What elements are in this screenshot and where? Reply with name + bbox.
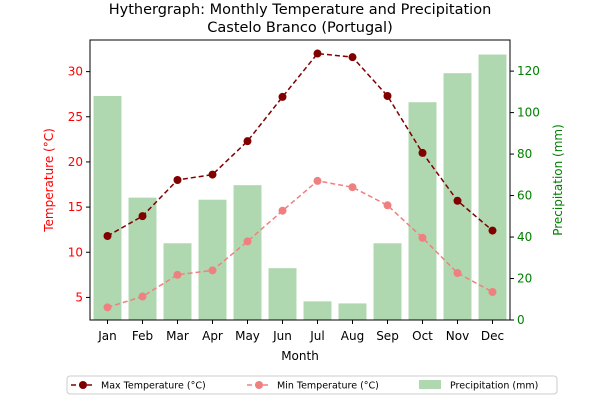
x-tick-label: Feb <box>132 329 153 343</box>
min-temperature-point-dec <box>488 288 497 296</box>
left-tick-label: 15 <box>68 200 83 214</box>
min-temperature-point-nov <box>453 269 462 278</box>
min-temperature-point-apr <box>208 266 217 275</box>
precipitation-bar-oct <box>408 102 437 320</box>
right-tick-label: 0 <box>517 313 525 327</box>
min-temperature-point-jan <box>103 303 112 312</box>
legend-item-precipitation: Precipitation (mm) <box>419 380 538 392</box>
precipitation-bar-aug <box>338 303 367 320</box>
legend-precip-label: Precipitation (mm) <box>450 381 538 392</box>
min-temperature-point-sep <box>383 201 392 210</box>
right-tick-label: 40 <box>517 230 532 244</box>
right-tick-label: 20 <box>517 272 532 286</box>
min-temperature-point-oct <box>418 233 427 242</box>
right-axis-label: Precipitation (mm) <box>551 124 565 236</box>
legend: Max Temperature (°C) Min Temperature (°C… <box>66 375 558 395</box>
min-temperature-point-may <box>243 237 252 246</box>
x-tick-label: May <box>235 329 260 343</box>
chart-title: Hythergraph: Monthly Temperature and Pre… <box>109 2 492 18</box>
legend-min-label: Min Temperature (°C) <box>277 381 379 392</box>
legend-precip-swatch <box>419 380 441 389</box>
right-precipitation-axis: 0 20 40 60 80 100 120 <box>510 64 540 327</box>
min-temperature-point-feb <box>138 292 147 301</box>
left-tick-label: 5 <box>75 290 83 304</box>
precipitation-bar-apr <box>198 199 227 320</box>
x-tick-label: Apr <box>202 329 223 343</box>
max-temperature-point-jun <box>278 92 287 101</box>
x-tick-label: Oct <box>412 329 433 343</box>
x-tick-label: Aug <box>341 329 364 343</box>
precipitation-bar-jun <box>268 268 297 320</box>
x-tick-label: Jun <box>272 329 292 343</box>
max-temperature-point-oct <box>418 148 427 157</box>
precipitation-bar-mar <box>163 243 192 320</box>
precipitation-bar-dec <box>478 54 507 320</box>
max-temperature-point-aug <box>348 53 357 62</box>
max-temperature-point-may <box>243 137 252 146</box>
x-axis-label: Month <box>281 349 319 363</box>
legend-item-max-temperature: Max Temperature (°C) <box>71 381 206 392</box>
right-tick-label: 100 <box>517 106 540 120</box>
month-axis: Jan Feb Mar Apr May Jun Jul Aug Sep Oct Nov Dec <box>97 320 504 343</box>
x-tick-label: Mar <box>166 329 189 343</box>
legend-max-label: Max Temperature (°C) <box>101 381 206 392</box>
max-temperature-point-mar <box>173 176 182 184</box>
precipitation-bar-may <box>233 185 262 320</box>
max-temperature-point-apr <box>208 170 217 179</box>
left-tick-label: 10 <box>68 245 83 259</box>
legend-min-marker <box>255 381 263 389</box>
x-tick-label: Dec <box>481 329 504 343</box>
max-temperature-point-feb <box>138 212 147 221</box>
max-temperature-line <box>107 52 493 237</box>
min-temperature-point-mar <box>173 270 182 279</box>
precipitation-bar-jan <box>93 96 122 320</box>
precipitation-bar-nov <box>443 73 472 321</box>
chart-subtitle: Castelo Branco (Portugal) <box>207 20 392 36</box>
temperature-lines <box>103 49 497 312</box>
right-tick-label: 60 <box>517 189 532 203</box>
min-temperature-line <box>107 180 493 309</box>
max-temperature-point-sep <box>383 92 392 100</box>
max-temperature-point-dec <box>488 226 497 235</box>
x-tick-label: Sep <box>376 329 399 343</box>
max-temperature-point-jul <box>313 49 322 58</box>
min-temperature-point-aug <box>348 183 357 192</box>
left-temperature-axis: 5 10 15 20 25 30 <box>68 65 90 304</box>
precipitation-bar-jul <box>303 301 332 320</box>
x-tick-label: Nov <box>446 329 469 343</box>
left-axis-label: Temperature (°C) <box>42 128 56 233</box>
max-temperature-point-nov <box>453 196 462 205</box>
min-temperature-point-jul <box>313 176 322 185</box>
precipitation-bar-sep <box>373 243 402 320</box>
max-temperature-point-jan <box>103 232 112 240</box>
precipitation-bars <box>93 54 507 321</box>
min-temperature-point-jun <box>278 206 287 215</box>
plot-frame <box>89 39 511 321</box>
x-tick-label: Jan <box>97 329 117 343</box>
legend-max-marker <box>79 381 87 389</box>
left-tick-label: 25 <box>68 110 83 124</box>
legend-item-min-temperature: Min Temperature (°C) <box>247 381 379 392</box>
right-tick-label: 80 <box>517 147 532 161</box>
left-tick-label: 20 <box>68 155 83 169</box>
x-tick-label: Jul <box>309 329 324 343</box>
right-tick-label: 120 <box>517 64 540 78</box>
left-tick-label: 30 <box>68 65 83 79</box>
